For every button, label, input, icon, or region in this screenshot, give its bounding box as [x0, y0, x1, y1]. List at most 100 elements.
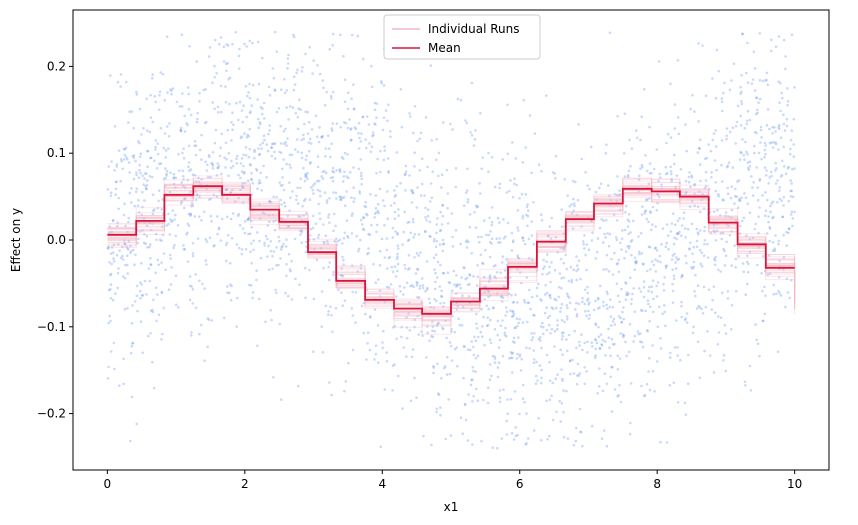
scatter-point: [344, 122, 348, 125]
scatter-point: [761, 79, 765, 83]
y-axis-title: Effect on y: [9, 208, 23, 272]
scatter-point: [704, 94, 708, 98]
scatter-point: [136, 309, 139, 313]
scatter-point: [279, 124, 283, 128]
scatter-point: [670, 179, 673, 183]
scatter-point: [481, 335, 484, 338]
scatter-point: [280, 246, 284, 249]
scatter-point: [754, 96, 758, 99]
scatter-point: [298, 283, 301, 287]
scatter-point: [656, 325, 660, 329]
scatter-point: [642, 295, 646, 299]
scatter-point: [745, 150, 748, 154]
scatter-point: [678, 181, 681, 184]
scatter-point: [331, 179, 335, 183]
scatter-point: [145, 172, 148, 175]
scatter-point: [539, 213, 543, 216]
scatter-point: [636, 330, 640, 333]
scatter-point: [149, 263, 153, 267]
scatter-point: [498, 389, 502, 392]
scatter-point: [213, 141, 217, 145]
scatter-point: [327, 265, 331, 269]
scatter-point: [379, 170, 382, 174]
scatter-point: [556, 327, 559, 331]
scatter-point: [174, 234, 178, 238]
scatter-point: [247, 91, 250, 94]
scatter-point: [703, 157, 707, 161]
scatter-point: [329, 176, 333, 180]
scatter-point: [488, 240, 492, 244]
scatter-point: [433, 287, 437, 291]
scatter-point: [410, 189, 413, 192]
scatter-point: [717, 331, 721, 334]
scatter-point: [550, 327, 554, 331]
scatter-point: [236, 296, 239, 300]
scatter-point: [574, 439, 577, 443]
scatter-point: [491, 446, 495, 450]
scatter-point: [441, 326, 444, 330]
scatter-point: [166, 91, 169, 94]
scatter-point: [277, 263, 280, 267]
scatter-point: [163, 184, 167, 188]
scatter-point: [365, 146, 368, 150]
scatter-point: [650, 223, 654, 226]
scatter-point: [657, 179, 660, 183]
scatter-point: [713, 263, 717, 267]
scatter-point: [630, 238, 634, 242]
scatter-point: [268, 129, 271, 132]
scatter-point: [515, 317, 519, 321]
scatter-point: [394, 193, 398, 197]
scatter-point: [219, 84, 223, 88]
scatter-point: [747, 262, 750, 266]
scatter-point: [304, 197, 307, 201]
scatter-point: [748, 164, 752, 168]
scatter-point: [620, 321, 623, 324]
scatter-point: [593, 338, 597, 341]
scatter-point: [753, 89, 757, 92]
scatter-point: [562, 246, 565, 249]
scatter-point: [168, 218, 172, 221]
scatter-point: [440, 289, 444, 293]
scatter-point: [418, 137, 422, 140]
scatter-point: [346, 153, 349, 156]
scatter-point: [304, 52, 307, 56]
scatter-point: [544, 284, 547, 287]
scatter-point: [565, 315, 569, 318]
scatter-point: [777, 289, 780, 293]
scatter-point: [550, 394, 553, 398]
scatter-point: [658, 172, 661, 176]
scatter-point: [777, 127, 781, 131]
scatter-point: [149, 156, 152, 160]
scatter-point: [548, 314, 552, 318]
scatter-point: [579, 277, 582, 281]
scatter-point: [712, 285, 716, 288]
scatter-point: [609, 354, 612, 358]
scatter-point: [481, 156, 485, 159]
scatter-point: [285, 238, 288, 241]
scatter-point: [451, 314, 454, 318]
scatter-point: [159, 71, 162, 74]
scatter-point: [396, 252, 399, 256]
scatter-point: [742, 270, 746, 274]
scatter-point: [501, 296, 505, 300]
scatter-point: [501, 158, 505, 161]
scatter-point: [493, 355, 497, 359]
scatter-point: [704, 305, 708, 309]
scatter-point: [171, 87, 175, 90]
scatter-point: [740, 151, 743, 155]
scatter-point: [280, 203, 283, 206]
scatter-point: [602, 304, 605, 308]
scatter-point: [310, 186, 313, 189]
scatter-point: [130, 395, 134, 399]
scatter-point: [586, 297, 590, 301]
scatter-point: [493, 275, 496, 278]
scatter-point: [415, 206, 419, 209]
scatter-point: [656, 281, 660, 284]
scatter-point: [473, 211, 476, 214]
scatter-point: [730, 303, 734, 307]
scatter-point: [717, 69, 721, 73]
scatter-point: [124, 146, 128, 150]
scatter-point: [581, 300, 584, 304]
scatter-point: [327, 310, 330, 313]
scatter-point: [117, 207, 120, 211]
